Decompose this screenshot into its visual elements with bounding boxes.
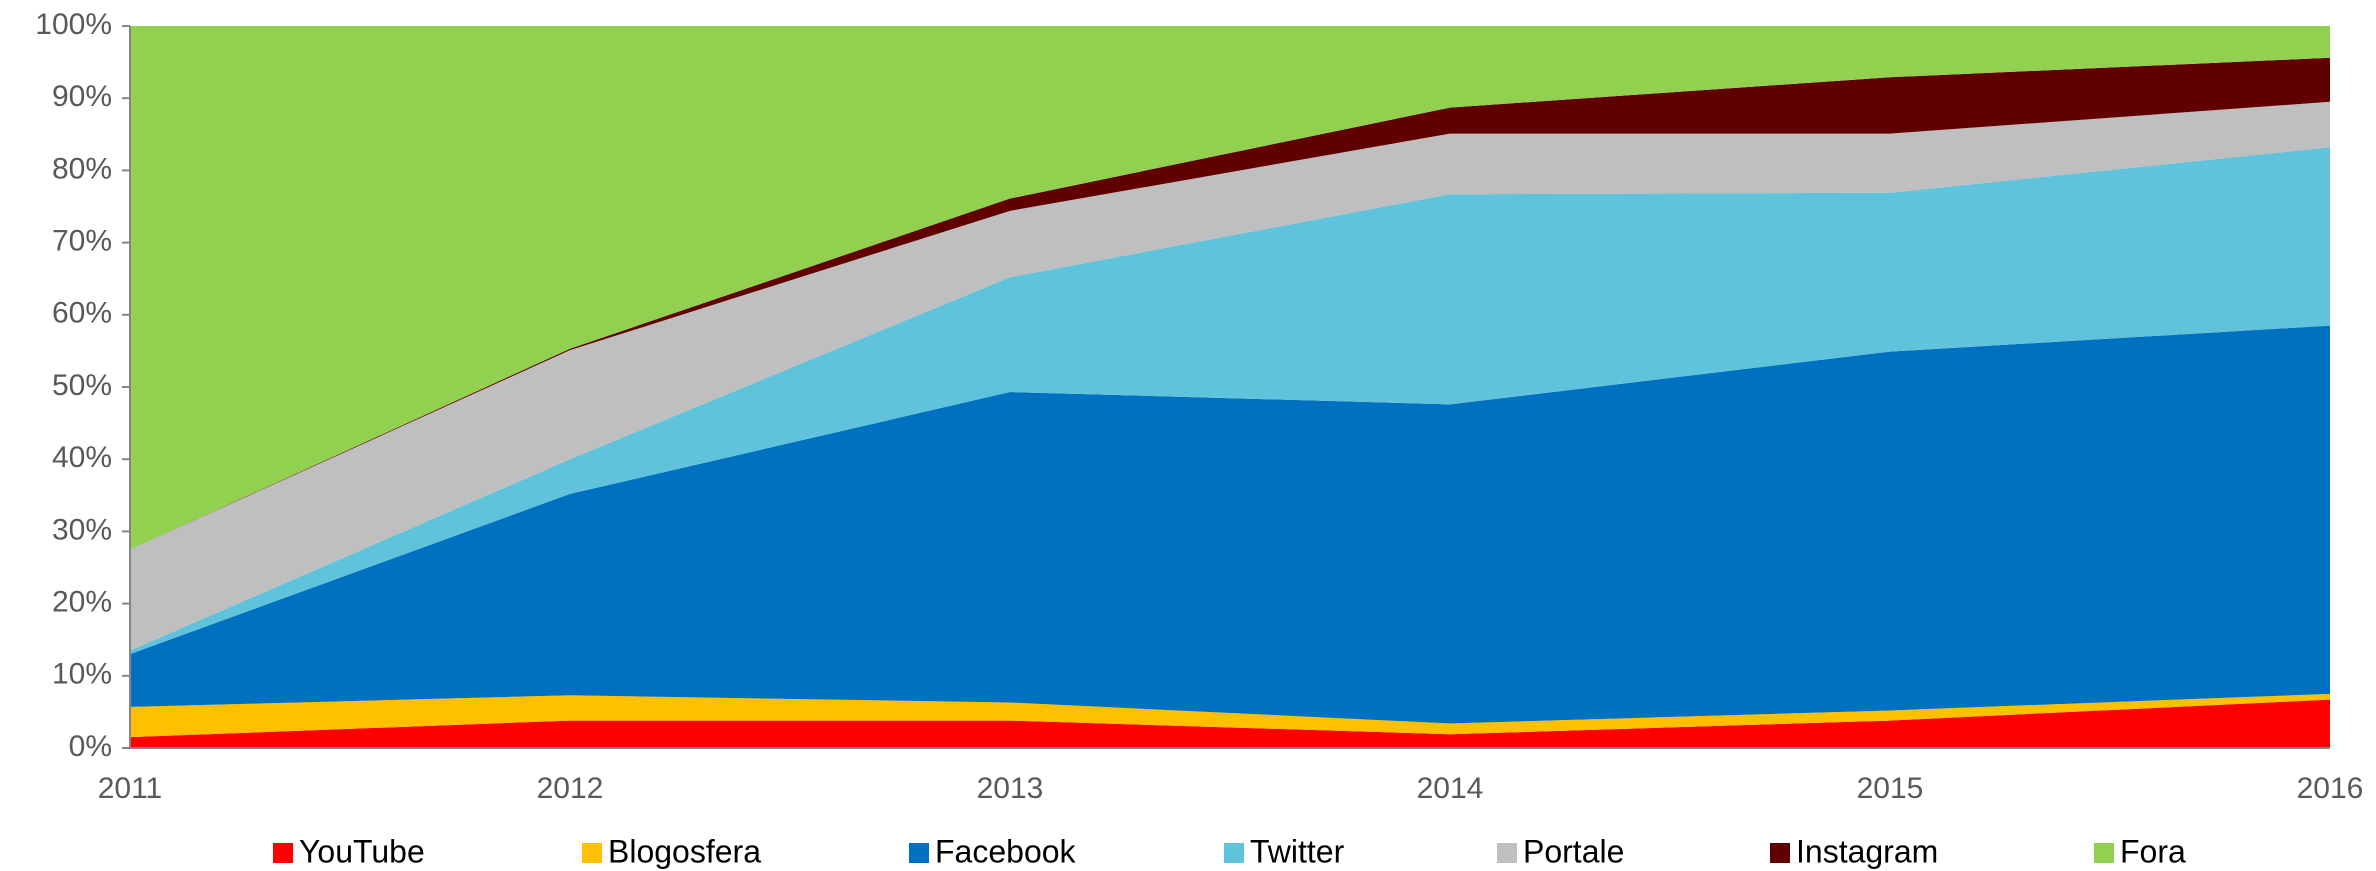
legend-swatch [2094, 843, 2114, 863]
area [130, 325, 2330, 724]
x-tick-label: 2011 [98, 772, 163, 805]
y-tick-label: 10% [52, 658, 112, 691]
y-tick-label: 80% [52, 152, 112, 185]
y-tick-label: 90% [52, 80, 112, 113]
legend-label: Facebook [935, 833, 1077, 869]
x-tick-label: 2013 [977, 772, 1044, 805]
legend-swatch [273, 843, 293, 863]
area [130, 699, 2330, 748]
legend-label: Fora [2120, 833, 2186, 869]
area [130, 693, 2330, 738]
legend-swatch [1224, 843, 1244, 863]
y-tick-label: 60% [52, 297, 112, 330]
x-tick-label: 2012 [537, 772, 604, 805]
x-tick-label: 2015 [1857, 772, 1924, 805]
area [130, 147, 2330, 655]
legend-label: Portale [1523, 833, 1624, 869]
area [130, 26, 2330, 550]
legend-label: Instagram [1796, 833, 1938, 869]
y-tick-label: 20% [52, 586, 112, 619]
y-tick-label: 100% [35, 8, 112, 41]
legend-swatch [909, 843, 929, 863]
legend-swatch [582, 843, 602, 863]
y-tick-label: 50% [52, 369, 112, 402]
x-tick-label: 2016 [2297, 772, 2364, 805]
area [130, 101, 2330, 651]
y-tick-label: 30% [52, 513, 112, 546]
y-tick-label: 70% [52, 225, 112, 258]
legend-label: Blogosfera [608, 833, 761, 869]
legend-swatch [1497, 843, 1517, 863]
area [130, 57, 2330, 550]
legend-label: YouTube [299, 833, 425, 869]
y-tick-label: 0% [69, 730, 112, 763]
y-tick-label: 40% [52, 441, 112, 474]
legend-swatch [1770, 843, 1790, 863]
x-tick-label: 2014 [1417, 772, 1484, 805]
legend-label: Twitter [1250, 833, 1345, 869]
